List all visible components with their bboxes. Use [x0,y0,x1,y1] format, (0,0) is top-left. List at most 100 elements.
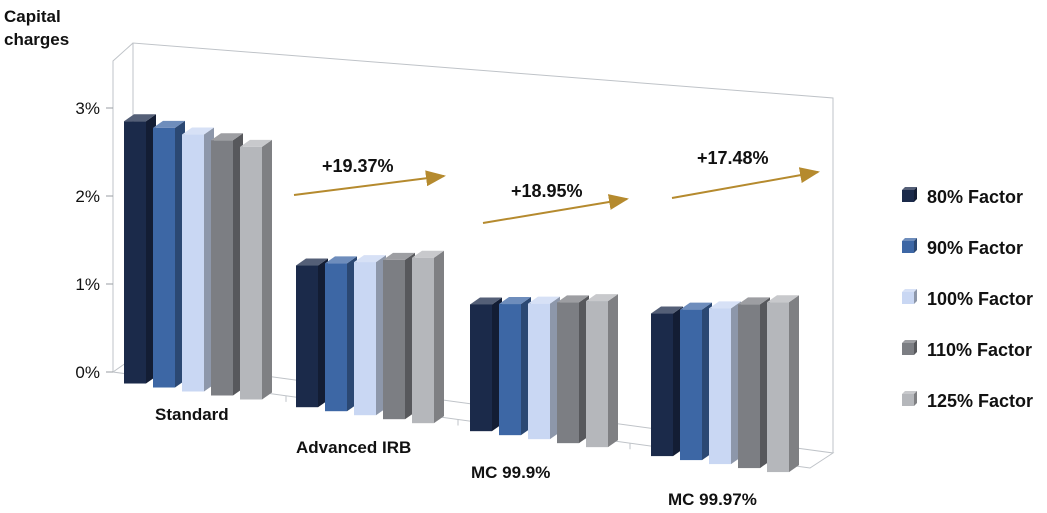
bar-top [680,302,712,310]
bar-front [325,263,347,412]
bar [124,114,156,384]
legend-swatch-top [902,391,917,394]
bar [211,133,243,396]
bar [354,255,386,416]
bar-front [296,265,318,408]
bar-top [738,297,770,305]
category-label: Standard [155,405,229,424]
bar-top [528,296,560,304]
bar-top [153,120,185,128]
bar [182,127,214,392]
bar-top [240,139,272,147]
bar-top [651,306,683,314]
bar-group: Standard Advanced IRB MC 99.9% MC 99.97% [124,114,799,509]
bar-front [767,302,789,473]
bar-side [434,250,444,424]
y-tick-label: 0% [75,363,100,382]
legend-item: 80% Factor [902,187,1023,207]
bar [153,120,185,388]
bar [738,297,770,469]
legend-swatch [902,343,914,355]
bar-front [586,301,608,448]
bar-front [354,262,376,416]
bar [325,256,357,412]
growth-label: +19.37% [322,156,394,176]
bar [680,302,712,461]
legend-item: 100% Factor [902,289,1033,309]
legend-swatch-top [902,340,917,343]
bar-front [709,308,731,465]
bar [586,294,618,448]
legend-swatch-side [914,238,917,253]
legend-item: 90% Factor [902,238,1023,258]
growth-arrow [671,167,820,199]
bar-top [296,258,328,266]
bar-front [470,304,492,432]
bar-side [789,295,799,473]
legend-label: 125% Factor [927,391,1033,411]
bar [709,301,741,465]
bar-top [354,255,386,263]
bar-front [651,313,673,457]
legend-item: 125% Factor [902,391,1033,411]
growth-label: +18.95% [511,181,583,201]
bar [470,297,502,432]
bar [412,250,444,424]
bar-top [557,295,589,303]
bar [557,295,589,444]
bar [499,297,531,436]
bar-top [182,127,214,135]
bar [767,295,799,473]
legend-swatch-top [902,187,917,190]
bar-top [211,133,243,141]
y-tick-label: 2% [75,187,100,206]
bar-front [412,257,434,424]
category-label: MC 99.9% [471,463,550,482]
y-tick-label: 1% [75,275,100,294]
bar [240,139,272,400]
bar-front [383,259,405,420]
bar-top [709,301,741,309]
legend-swatch-side [914,289,917,304]
bar-side [608,294,618,448]
bar-front [182,134,204,392]
legend-swatch-side [914,391,917,406]
legend-label: 100% Factor [927,289,1033,309]
bar-top [412,250,444,258]
bar-front [528,303,550,440]
bar-top [767,295,799,303]
bar-front [124,121,146,384]
legend-item: 110% Factor [902,340,1032,360]
bar-front [153,127,175,388]
bar-front [211,140,233,396]
y-axis-title-line-1: Capital [4,7,61,26]
bar-top [470,297,502,305]
legend-swatch-side [914,187,917,202]
growth-arrow [482,194,629,224]
bar [296,258,328,408]
bar-front [499,304,521,436]
bar [651,306,683,457]
category-label: MC 99.97% [668,490,757,509]
growth-label: +17.48% [697,148,769,168]
bar-front [680,309,702,461]
bar [383,252,415,420]
y-axis-title-line-2: charges [4,30,69,49]
bar [528,296,560,440]
legend-label: 110% Factor [927,340,1032,360]
bar-top [586,294,618,302]
bar-top [383,252,415,260]
bar-side [262,139,272,400]
bar-front [738,304,760,469]
bar-top [124,114,156,122]
legend-swatch [902,292,914,304]
bar-top [499,297,531,305]
legend-swatch-top [902,289,917,292]
legend-swatch [902,190,914,202]
side-wall-outline [112,42,134,372]
legend-label: 80% Factor [927,187,1023,207]
legend-swatch [902,241,914,253]
legend: 80% Factor 90% Factor 100% Factor 110% Fact… [902,187,1033,411]
category-label: Advanced IRB [296,438,411,457]
